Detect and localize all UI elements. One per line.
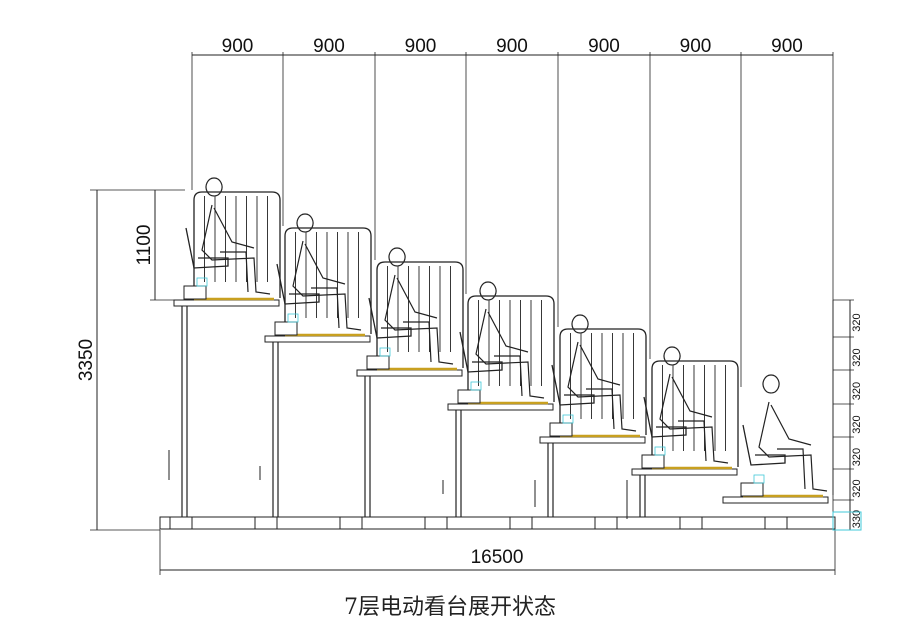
chair [643,396,687,438]
step-height-label: 320 [851,348,863,366]
railing-frame [651,360,739,467]
platform [539,436,646,444]
step-height-label: 320 [851,448,863,466]
tier-6 [626,346,739,519]
base-wheel-block [509,516,533,530]
seat-box [274,321,298,336]
chair [368,297,412,339]
tier-width-label: 900 [313,36,345,57]
railing-frame [559,328,647,435]
base-wheel-block [679,516,703,530]
railing-frame [284,227,372,334]
seated-person [201,177,271,295]
seated-person [384,247,454,365]
platform [264,335,371,343]
accent-box [832,511,862,531]
platform [447,403,554,411]
base-frame [159,516,836,530]
tier-7 [722,374,829,504]
accent-marker [379,347,391,357]
step-height-label: 320 [851,479,863,497]
accent-marker [654,446,666,456]
platform [631,468,738,476]
total-length-label: 16500 [471,547,524,568]
seated-person [758,374,828,492]
seated-person [292,213,362,331]
base-wheel-block [254,516,278,530]
tier-width-label: 900 [771,36,803,57]
chair [551,364,595,406]
base-wheel-block [169,516,193,530]
platform [722,496,829,504]
seated-person [475,281,545,399]
base-wheel-block [764,516,788,530]
seat-box [549,422,573,437]
platform [356,369,463,377]
seat-box [366,355,390,370]
seat-box [641,454,665,469]
base-wheel-block [424,516,448,530]
chair [276,263,320,305]
step-height-label: 320 [851,313,863,331]
total-height-label: 3350 [76,339,97,381]
tier-width-label: 900 [222,36,254,57]
chair [459,331,503,373]
accent-marker [470,381,482,391]
railing-frame [193,191,281,298]
chair [742,424,786,466]
drawing-caption: 7层电动看台展开状态 [344,595,556,620]
tier-5 [534,314,647,517]
platform [173,299,280,307]
seated-person [567,314,637,432]
accent-marker [562,414,574,424]
accent-marker [196,277,208,287]
base-wheel-block [594,516,618,530]
step-height-label: 330 [851,510,863,528]
seated-person [659,346,729,464]
seat-box [457,389,481,404]
railing-frame [376,261,464,368]
railing-frame [467,295,555,402]
tier-width-label: 900 [588,36,620,57]
accent-marker [753,474,765,484]
tier-width-label: 900 [405,36,437,57]
step-height-label: 320 [851,382,863,400]
seat-box [183,285,207,300]
tier-width-label: 900 [496,36,528,57]
railing-height-label: 1100 [134,225,155,266]
tier-3 [356,247,464,517]
tier-width-label: 900 [680,36,712,57]
seat-box [740,482,764,497]
step-height-label: 320 [851,415,863,433]
base-wheel-block [339,516,363,530]
tier-2 [259,213,372,517]
accent-marker [287,313,299,323]
tier-1 [168,177,281,517]
tier-4 [442,281,555,517]
chair [185,227,229,269]
